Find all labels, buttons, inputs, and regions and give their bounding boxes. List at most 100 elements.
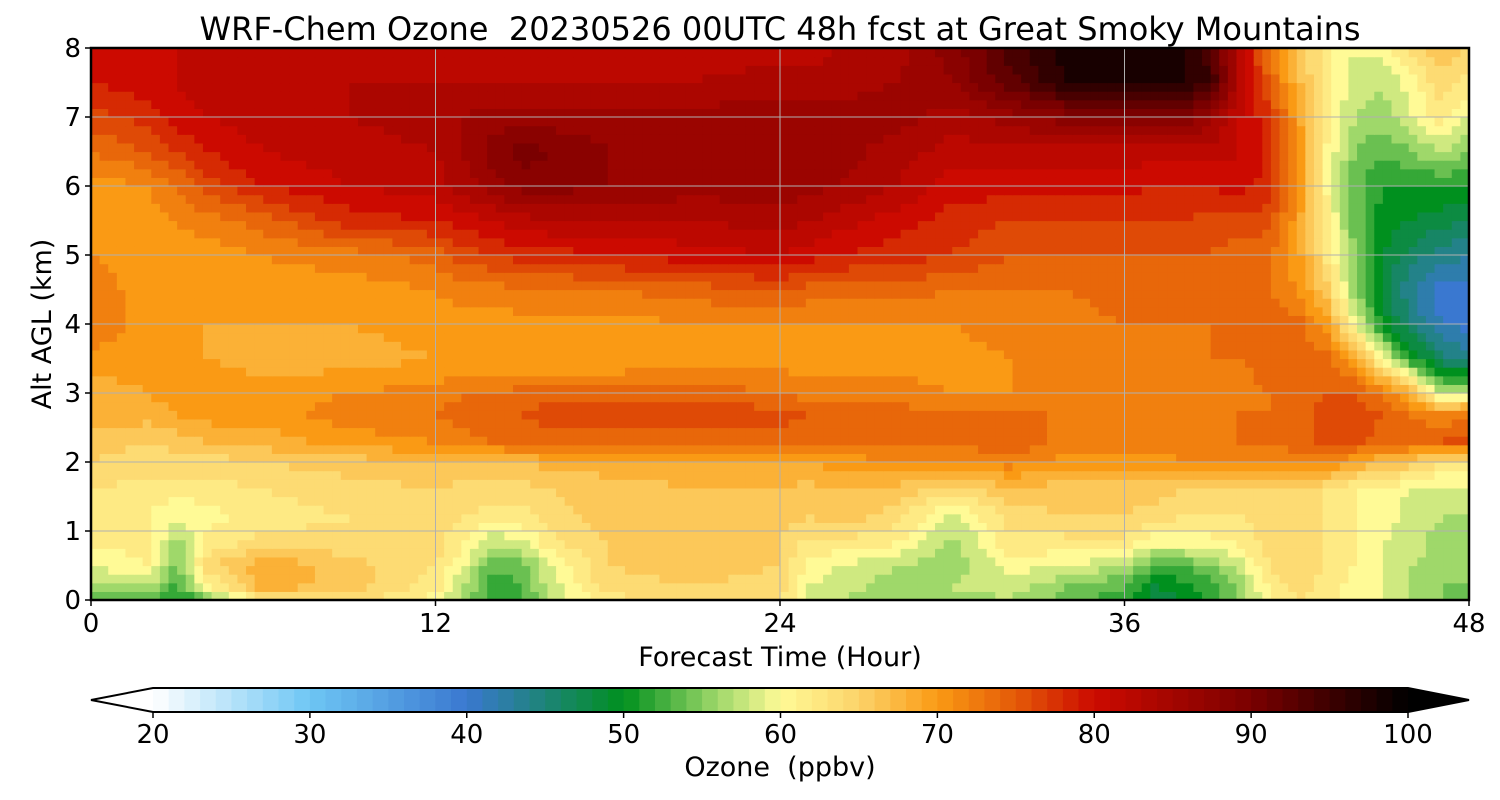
ozone-cell <box>108 513 118 523</box>
ozone-cell <box>159 565 170 575</box>
ozone-cell <box>91 358 101 368</box>
ozone-cell <box>952 522 962 532</box>
ozone-cell <box>1296 582 1306 592</box>
ozone-cell <box>469 582 480 592</box>
ozone-cell <box>1003 496 1014 506</box>
ozone-cell <box>392 349 402 360</box>
ozone-cell <box>1003 513 1014 523</box>
ozone-cell <box>1460 470 1469 480</box>
ozone-cell <box>788 410 798 420</box>
ozone-cell <box>513 341 523 351</box>
ozone-cell <box>1296 591 1306 600</box>
ozone-cell <box>650 410 661 420</box>
ozone-cell <box>642 582 652 592</box>
ozone-cell <box>616 418 626 429</box>
ozone-cell <box>866 436 876 446</box>
ozone-cell <box>1210 479 1220 489</box>
ozone-cell <box>952 548 962 558</box>
ozone-cell <box>228 393 239 403</box>
ozone-cell <box>383 582 394 592</box>
ozone-cell <box>1270 513 1281 523</box>
ozone-cell <box>823 496 833 506</box>
ozone-cell <box>521 513 531 523</box>
ozone-cell <box>1357 375 1367 385</box>
ozone-cell <box>530 418 540 429</box>
ozone-cell <box>624 479 635 489</box>
ozone-cell <box>254 548 264 558</box>
ozone-cell <box>1434 375 1444 385</box>
ozone-cell <box>538 453 549 463</box>
ozone-cell <box>306 427 316 437</box>
ozone-cell <box>960 375 971 385</box>
ozone-cell <box>495 393 505 403</box>
ozone-cell <box>125 574 135 584</box>
ozone-cell <box>1193 444 1203 454</box>
ozone-cell <box>1193 556 1203 567</box>
ozone-cell <box>1021 358 1031 368</box>
ozone-cell <box>1193 496 1203 506</box>
ozone-cell <box>788 332 798 342</box>
ozone-cell <box>1245 582 1255 592</box>
ozone-cell <box>1055 418 1065 429</box>
ozone-cell <box>1176 513 1186 523</box>
ozone-cell <box>435 418 445 429</box>
ozone-cell <box>1003 479 1014 489</box>
ozone-cell <box>1227 539 1238 549</box>
ozone-cell <box>909 522 919 532</box>
ozone-cell <box>401 436 411 446</box>
ozone-cell <box>1443 436 1453 446</box>
ozone-cell <box>650 513 661 523</box>
ozone-cell <box>1150 531 1160 541</box>
ozone-cell <box>840 418 850 429</box>
ozone-cell <box>237 410 247 420</box>
ozone-cell <box>668 444 678 454</box>
ozone-cell <box>237 332 247 342</box>
ozone-cell <box>280 324 290 334</box>
ozone-cell <box>745 462 755 472</box>
ozone-cell <box>1081 410 1091 420</box>
ozone-cell <box>1391 487 1401 498</box>
ozone-cell <box>461 444 471 454</box>
ozone-cell <box>1288 375 1298 385</box>
ozone-cell <box>1331 427 1341 437</box>
ozone-cell <box>547 341 557 351</box>
ozone-cell <box>91 582 101 592</box>
ozone-cell <box>969 531 979 541</box>
ozone-cell <box>1021 332 1031 342</box>
ozone-cell <box>134 548 144 558</box>
ozone-cell <box>599 393 609 403</box>
ozone-cell <box>1210 505 1220 515</box>
ozone-cell <box>1176 349 1186 360</box>
ozone-cell <box>814 444 824 454</box>
ozone-cell <box>736 522 747 532</box>
ozone-cell <box>1038 341 1048 351</box>
ozone-cell <box>513 453 523 463</box>
ozone-cell <box>444 487 454 498</box>
ozone-cell <box>633 487 643 498</box>
ozone-cell <box>1417 453 1427 463</box>
ozone-cell <box>771 531 781 541</box>
ozone-cell <box>1451 591 1461 600</box>
ozone-cell <box>1219 367 1229 377</box>
ozone-cell <box>444 453 454 463</box>
ozone-cell <box>1064 453 1074 463</box>
ozone-cell <box>151 418 161 429</box>
ozone-cell <box>1236 548 1246 558</box>
ozone-cell <box>780 582 790 592</box>
ozone-cell <box>1150 418 1160 429</box>
ozone-cell <box>1331 556 1341 567</box>
ozone-cell <box>909 479 919 489</box>
ozone-cell <box>1305 375 1315 385</box>
ozone-cell <box>375 375 385 385</box>
ozone-cell <box>599 487 609 498</box>
ozone-cell <box>848 418 859 429</box>
ozone-cell <box>504 436 514 446</box>
ozone-cell <box>513 582 523 592</box>
ozone-cell <box>469 410 480 420</box>
ozone-cell <box>1357 358 1367 368</box>
ozone-cell <box>1227 505 1238 515</box>
ozone-cell <box>1150 574 1160 584</box>
ozone-cell <box>495 401 505 411</box>
ozone-cell <box>788 582 798 592</box>
ozone-cell <box>564 539 574 549</box>
